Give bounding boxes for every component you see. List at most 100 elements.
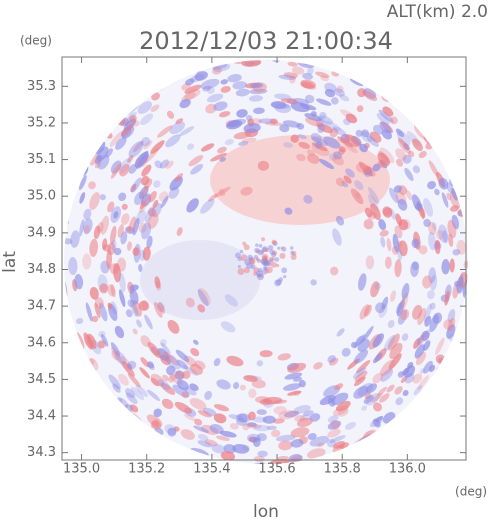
echo-cell [336,328,345,337]
echo-cell [309,413,321,422]
echo-cell [213,357,221,367]
echo-cell [200,198,215,214]
echo-cell [428,221,437,236]
echo-cell [238,413,251,423]
echo-cell [212,63,228,70]
y-tick-label: 34.5 [27,372,56,387]
echo-cell [186,143,195,150]
echo-cell [146,414,163,428]
echo-cell [404,365,416,378]
echo-cell [387,333,400,351]
echo-cell [213,101,228,111]
echo-cell [99,283,109,294]
x-label: lon [253,502,279,521]
echo-cell [82,253,92,270]
echo-cell [188,155,204,167]
echo-cell [379,121,392,134]
echo-cell [233,382,240,390]
y-tick-label: 34.4 [27,409,56,424]
echo-cell [422,275,432,289]
echo-cell [446,324,456,339]
echo-cell [329,435,346,443]
echo-cell [387,333,400,350]
echo-cell [335,215,345,226]
echo-cell [121,124,134,137]
echo-cell [184,78,195,86]
echo-cell [166,110,175,119]
echo-cell [175,371,184,379]
echo-cell [310,279,317,286]
echo-cell [360,131,373,143]
y-tick-label: 34.8 [27,262,56,277]
echo-cell [270,102,291,109]
echo-cell [450,205,459,212]
echo-cell [363,88,377,99]
echo-cell [306,149,316,156]
echo-cell [264,269,270,274]
echo-cell [243,267,250,274]
echo-cell [327,429,341,438]
echo-cell [235,88,250,97]
echo-cell [74,273,84,290]
echo-cell [340,109,356,120]
echo-cell [401,333,409,341]
echo-cell [213,186,231,198]
echo-cell [139,200,146,210]
echo-cell [412,304,423,320]
echo-cell [211,444,226,454]
echo-cell [140,137,151,147]
echo-cell [353,385,369,399]
echo-cell [130,299,139,317]
echo-cell [169,121,186,135]
echo-cell [350,188,364,205]
echo-cell [395,148,407,161]
echo-cell [435,245,441,254]
echo-cell [94,141,106,155]
echo-cell [442,230,448,244]
echo-cell [380,368,394,382]
echo-cell [248,388,257,399]
echo-cell [79,175,87,191]
echo-cell [402,154,412,164]
echo-cell [152,199,159,209]
echo-cell [418,150,427,159]
echo-cell [397,371,405,378]
echo-cell [306,448,326,459]
echo-cell [447,219,457,239]
echo-cell [378,109,394,123]
echo-cell [417,375,430,390]
echo-cell [257,160,270,171]
echo-cell [335,177,345,187]
echo-cell [303,194,313,204]
echo-cell [151,92,160,101]
echo-cell [389,116,398,125]
echo-cell [83,208,92,220]
echo-cell [107,302,113,310]
x-unit: (deg) [455,485,487,499]
echo-cell [125,392,138,405]
echo-cell [153,302,163,318]
echo-cell [370,281,380,298]
echo-cell [386,384,395,393]
echo-cell [282,120,301,128]
echo-cell [179,126,195,137]
echo-cell [414,203,423,210]
echo-cell [317,442,324,448]
echo-cell [110,301,118,315]
echo-cell [118,192,127,202]
echo-cell [110,163,122,179]
echo-region [140,240,260,320]
plot-frame [61,56,467,461]
echo-cell [226,355,244,367]
echo-cell [289,75,296,84]
echo-cell [83,332,93,350]
echo-cell [232,81,248,90]
echo-cell [144,206,154,223]
echo-cell [365,255,375,270]
echo-cell [397,198,408,211]
echo-cell [287,61,298,67]
echo-cell [142,246,151,261]
echo-cell [320,75,329,82]
echo-cell [64,238,73,245]
echo-cell [218,188,226,197]
